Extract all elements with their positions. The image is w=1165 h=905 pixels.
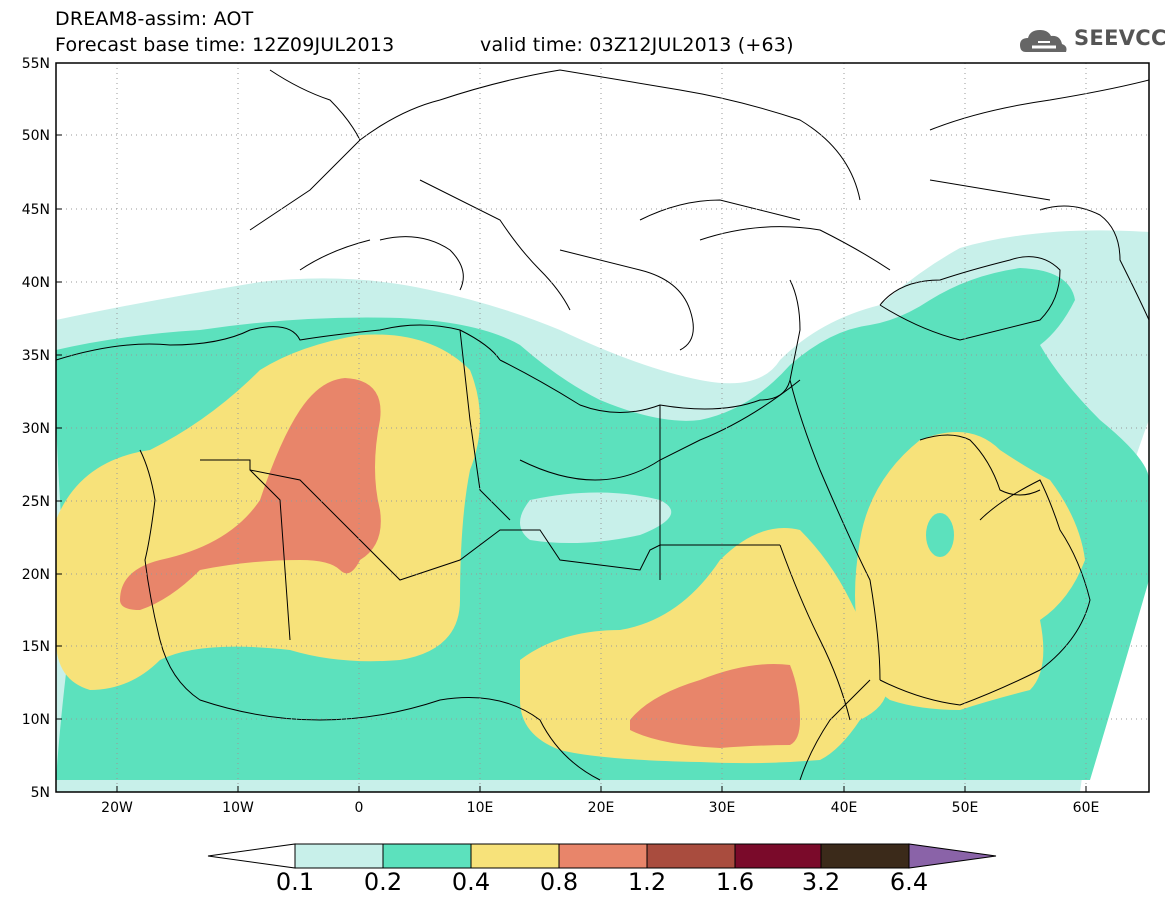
colorbar-segment [820, 843, 910, 869]
lat-label: 25N [22, 494, 50, 510]
lat-label: 30N [22, 421, 50, 437]
coastlines [56, 69, 1149, 781]
colorbar-segment [294, 843, 384, 869]
colorbar-segment [734, 843, 822, 869]
colorbar-label: 1.6 [715, 868, 755, 896]
lat-label: 20N [22, 567, 50, 583]
lat-label: 45N [22, 202, 50, 218]
lon-labels: 20W 10W 0 10E 20E 30E 40E 50E 60E [101, 800, 1099, 816]
aot-band-0.4-arabia [855, 432, 1085, 710]
colorbar-label: 3.2 [801, 868, 841, 896]
lon-label: 60E [1073, 800, 1100, 816]
colorbar-label: 0.8 [539, 868, 579, 896]
lat-label: 35N [22, 348, 50, 364]
axis-ticks [56, 62, 1087, 793]
lon-label: 20E [588, 800, 615, 816]
colorbar-segment [646, 843, 736, 869]
lon-label: 30E [709, 800, 736, 816]
colorbar-segment [470, 843, 560, 869]
colorbar-high-arrow [908, 843, 997, 869]
lat-label: 50N [22, 128, 50, 144]
lon-label: 20W [101, 800, 133, 816]
valid-time: valid time: 03Z12JUL2013 (+63) [480, 34, 794, 56]
colorbar-label: 0.4 [451, 868, 491, 896]
colorbar-low-arrow [207, 843, 296, 869]
colorbar-label: 6.4 [889, 868, 929, 896]
seevccc-logo: SEEVCCC [1074, 26, 1165, 50]
graticule [56, 63, 1149, 792]
aot-band-0.8-west [120, 378, 381, 610]
colorbar-label: 0.1 [275, 868, 315, 896]
colorbar [207, 843, 997, 869]
cloud-icon [1020, 30, 1067, 52]
colorbar-segment [382, 843, 472, 869]
lat-label: 5N [31, 785, 50, 801]
colorbar-label: 1.2 [627, 868, 667, 896]
lon-label: 50E [952, 800, 979, 816]
lat-label: 40N [22, 275, 50, 291]
lat-labels: 55N 50N 45N 40N 35N 30N 25N 20N 15N 10N … [22, 56, 50, 801]
lat-label: 10N [22, 712, 50, 728]
lon-label: 0 [355, 800, 364, 816]
lon-label: 10E [467, 800, 494, 816]
map-title: DREAM8-assim: AOT [55, 8, 254, 30]
colorbar-segment [558, 843, 648, 869]
lon-label: 10W [222, 800, 254, 816]
colorbar-label: 0.2 [363, 868, 403, 896]
lon-label: 40E [831, 800, 858, 816]
aot-contours [56, 230, 1149, 792]
forecast-base-time: Forecast base time: 12Z09JUL2013 [55, 34, 395, 56]
lat-label: 15N [22, 639, 50, 655]
aot-band-0.8-central [630, 664, 800, 748]
lat-label: 55N [22, 56, 50, 72]
